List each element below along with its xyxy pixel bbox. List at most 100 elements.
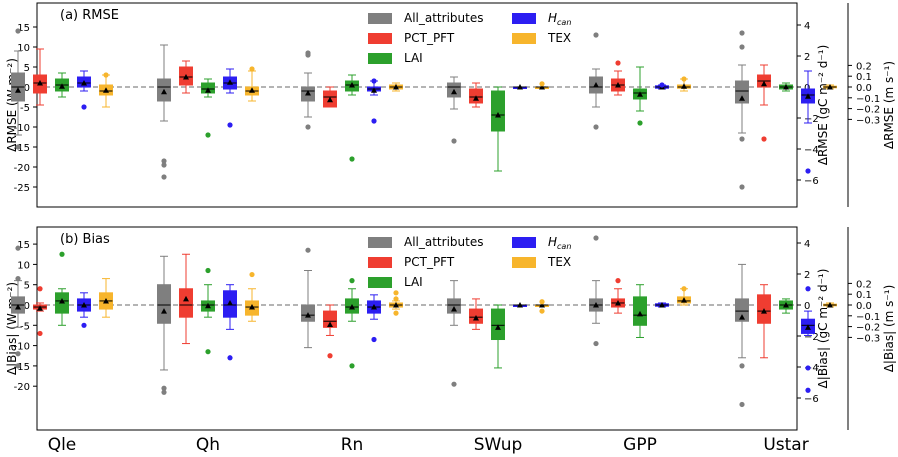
mean-marker bbox=[161, 88, 167, 95]
legend: All_attributes Hcan PCT_PFT TEX LAI bbox=[368, 235, 571, 289]
mean-marker bbox=[249, 304, 255, 310]
mean-marker bbox=[59, 297, 65, 304]
mean-marker bbox=[81, 302, 87, 308]
mean-marker bbox=[593, 302, 599, 308]
outlier-point bbox=[593, 124, 599, 130]
right-axis-1-tick-label: 4 bbox=[804, 239, 810, 250]
outlier-point bbox=[305, 247, 311, 253]
legend-label-h-can: Hcan bbox=[548, 235, 571, 251]
mean-marker bbox=[739, 95, 745, 101]
mean-marker bbox=[539, 84, 545, 90]
outlier-point bbox=[205, 349, 211, 355]
right-axis-2-tick-label: −0.1 bbox=[856, 94, 880, 105]
outlier-point bbox=[593, 235, 599, 241]
iqr-box bbox=[447, 298, 461, 314]
right-axis-2-tick-label: −0.3 bbox=[856, 333, 880, 344]
mean-marker bbox=[805, 93, 811, 99]
outlier-point bbox=[393, 310, 399, 316]
outlier-point bbox=[593, 340, 599, 347]
box-tex-gpp bbox=[677, 76, 691, 92]
legend-swatch-all-attributes bbox=[368, 237, 392, 248]
box-tex-ustar bbox=[823, 84, 837, 90]
outlier-point bbox=[59, 251, 65, 257]
box-all-attributes-swup bbox=[447, 280, 461, 387]
box-pct-pft-rn bbox=[323, 304, 337, 359]
x-category-label: Rn bbox=[341, 435, 364, 455]
outlier-point bbox=[593, 32, 599, 38]
box-h-can-swup bbox=[513, 84, 527, 90]
mean-marker bbox=[183, 74, 189, 80]
plot-frame bbox=[36, 226, 798, 431]
box-h-can-ustar bbox=[801, 70, 815, 174]
box-tex-gpp bbox=[677, 286, 691, 306]
x-category-label: Qh bbox=[196, 435, 220, 455]
box-lai-swup bbox=[491, 86, 505, 172]
outlier-point bbox=[739, 401, 745, 408]
iqr-box bbox=[735, 80, 749, 104]
y-tick-label: -15 bbox=[14, 362, 30, 373]
y-tick-label: 0 bbox=[24, 83, 30, 94]
y-tick-label: 5 bbox=[24, 63, 30, 74]
mean-marker bbox=[681, 297, 687, 303]
box-all-attributes-gpp bbox=[589, 235, 603, 347]
series-h-can bbox=[77, 284, 815, 393]
box-all-attributes-rn bbox=[301, 50, 315, 130]
outlier-point bbox=[103, 72, 109, 78]
y-tick-label: 10 bbox=[17, 260, 30, 271]
outlier-point bbox=[349, 278, 355, 284]
panel-rmse: 151050-5-10-15-20-25420−2−4−60.20.10.0−0… bbox=[5, 2, 896, 208]
mean-marker bbox=[517, 84, 523, 90]
panel-title: (b) Bias bbox=[60, 232, 110, 247]
right-axis-1-tick-label: −2 bbox=[804, 114, 819, 125]
mean-marker bbox=[205, 302, 211, 309]
legend: All_attributes Hcan PCT_PFT TEX LAI bbox=[368, 11, 571, 65]
mean-marker bbox=[783, 84, 789, 90]
box-tex-qh bbox=[245, 271, 259, 322]
legend-swatch-pct-pft bbox=[368, 33, 392, 44]
box-h-can-qh bbox=[223, 284, 237, 361]
y-tick-label: 15 bbox=[17, 23, 30, 34]
box-lai-rn bbox=[345, 74, 359, 162]
panel-bias: 151050-5-10-15-20420−2−4−60.20.10.0−0.1−… bbox=[5, 226, 896, 431]
legend-label-tex: TEX bbox=[547, 31, 571, 45]
mean-marker bbox=[681, 83, 687, 89]
y-tick-label: -5 bbox=[20, 321, 30, 332]
right-axis-1-tick-label: −4 bbox=[804, 363, 819, 374]
right-axis-2-tick-label: −0.3 bbox=[856, 115, 880, 126]
outlier-point bbox=[539, 308, 545, 314]
legend-swatch-all-attributes bbox=[368, 13, 392, 24]
right-axis-2-label: ΔRMSE (m s⁻¹) bbox=[882, 61, 896, 149]
y-tick-label: 15 bbox=[17, 240, 30, 251]
y-tick-label: -20 bbox=[14, 382, 30, 393]
box-pct-pft-qh bbox=[179, 60, 193, 94]
y-tick-label: -10 bbox=[14, 342, 30, 353]
series-all-attributes bbox=[11, 235, 749, 408]
right-axis-1-tick-label: 4 bbox=[804, 21, 810, 32]
y-tick-label: -10 bbox=[14, 123, 30, 134]
box-pct-pft-swup bbox=[469, 82, 483, 108]
right-axis-2-tick-label: 0.0 bbox=[856, 301, 872, 312]
right-axis-2-tick-label: 0.2 bbox=[856, 279, 872, 290]
outlier-point bbox=[15, 363, 21, 369]
mean-marker bbox=[59, 83, 65, 89]
iqr-box bbox=[157, 284, 171, 324]
box-pct-pft-gpp bbox=[611, 60, 625, 96]
box-lai-ustar bbox=[779, 82, 793, 92]
box-all-attributes-qh bbox=[157, 255, 171, 395]
box-lai-gpp bbox=[633, 284, 647, 338]
box-all-attributes-qh bbox=[157, 44, 171, 180]
mean-marker bbox=[81, 80, 87, 86]
outlier-point bbox=[539, 81, 545, 87]
mean-marker bbox=[371, 304, 377, 310]
outlier-point bbox=[161, 174, 167, 180]
box-tex-swup bbox=[535, 81, 549, 90]
legend-swatch-tex bbox=[512, 33, 536, 44]
box-pct-pft-ustar bbox=[757, 284, 771, 359]
right-axis-2-tick-label: 0.0 bbox=[856, 83, 872, 94]
mean-marker bbox=[305, 312, 311, 318]
legend-label-all-attributes: All_attributes bbox=[404, 235, 483, 249]
mean-marker bbox=[593, 82, 599, 88]
iqr-box bbox=[179, 288, 193, 318]
box-tex-swup bbox=[535, 299, 549, 314]
